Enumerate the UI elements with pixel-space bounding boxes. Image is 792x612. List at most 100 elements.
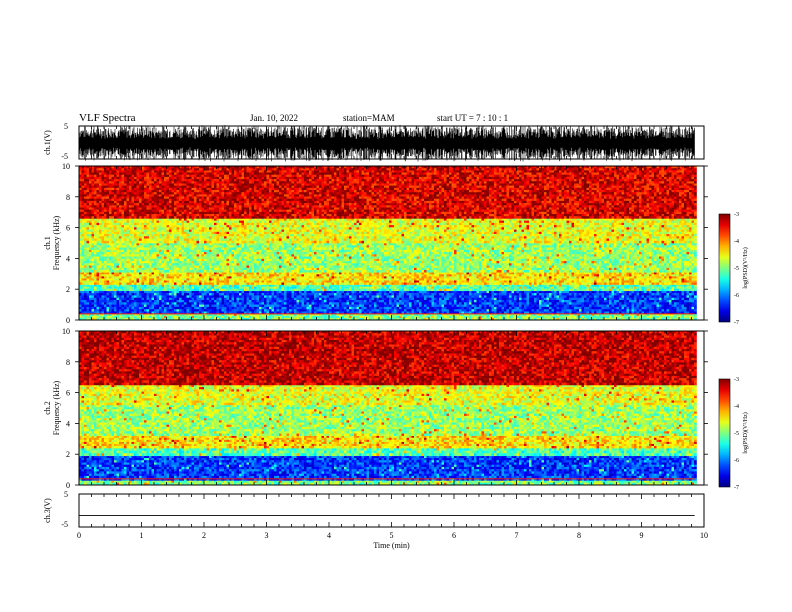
ch1-psd-cell: [634, 287, 637, 289]
ch1-psd-cell: [672, 295, 675, 298]
ch1-psd-cell: [159, 283, 162, 285]
ch1-psd-cell: [487, 293, 490, 296]
ch1-psd-cell: [604, 305, 607, 308]
ch1-psd-cell: [377, 302, 380, 305]
ch1-psd-cell: [462, 293, 465, 296]
ch1-psd-cell: [352, 298, 355, 301]
ch1-psd-cell: [307, 295, 310, 298]
ch1-psd-cell: [274, 309, 277, 312]
ch1-psd-cell: [114, 289, 117, 291]
ch1-psd-cell: [139, 295, 142, 298]
ch1-psd-cell: [84, 287, 87, 289]
ch1-psd-cell: [532, 293, 535, 296]
ch1-psd-cell: [314, 295, 317, 298]
ch1-psd-cell: [307, 307, 310, 310]
ch1-psd-cell: [324, 307, 327, 310]
ch1-psd-cell: [99, 295, 102, 298]
ch1-psd-cell: [237, 307, 240, 310]
ch1-psd-cell: [279, 309, 282, 312]
ch1-psd-cell: [129, 289, 132, 291]
ch1-psd-cell: [677, 298, 680, 301]
ch1-psd-cell: [627, 293, 630, 296]
ch1-psd-cell: [389, 291, 392, 294]
ch1-psd-cell: [254, 274, 257, 276]
ch1-psd-cell: [182, 300, 185, 303]
ch1-psd-cell: [494, 293, 497, 296]
ch1-psd-cell: [537, 307, 540, 310]
ch1-psd-cell: [529, 298, 532, 301]
ch1-psd-cell: [222, 298, 225, 301]
ch1-psd-cell: [397, 293, 400, 296]
ch1-psd-cell: [687, 309, 690, 312]
ch1-psd-cell: [277, 287, 280, 289]
ch1-psd-cell: [207, 278, 210, 280]
ch1-psd-cell: [652, 287, 655, 289]
ch1-psd-cell: [592, 298, 595, 301]
ch1-psd-cell: [382, 309, 385, 312]
ch1-psd-cell: [359, 298, 362, 301]
ch1-psd-cell: [119, 302, 122, 305]
ch1-psd-cell: [487, 305, 490, 308]
ch1-psd-cell: [532, 309, 535, 312]
ch1-psd-cell: [517, 293, 520, 296]
ch1-psd-cell: [467, 293, 470, 296]
ch1-psd-cell: [169, 283, 172, 285]
ch1-psd-cell: [149, 289, 152, 291]
ch1-psd-cell: [462, 300, 465, 303]
ch1-psd-cell: [212, 278, 215, 280]
ch1-psd-cell: [614, 300, 617, 303]
ch1-psd-cell: [347, 291, 350, 294]
ch1-psd-cell: [434, 307, 437, 310]
ch1-psd-cell: [554, 298, 557, 301]
ch1-psd-cell: [359, 302, 362, 305]
ch1-psd-cell: [209, 291, 212, 294]
ch1-psd-cell: [647, 291, 650, 294]
ch1-psd-cell: [99, 274, 102, 276]
ch1-psd-cell: [294, 302, 297, 305]
ch1-psd-cell: [354, 309, 357, 312]
ch1-psd-cell: [159, 298, 162, 301]
ch1-psd-cell: [117, 289, 120, 291]
ch1-psd-cell: [277, 295, 280, 298]
ch1-psd-cell: [694, 291, 697, 294]
ch1-psd-cell: [257, 302, 260, 305]
ch1-psd-cell: [379, 305, 382, 308]
ch1-psd-cell: [614, 298, 617, 301]
ch1-psd-cell: [272, 293, 275, 296]
ch1-psd-cell: [167, 283, 170, 285]
ch1-psd-cell: [112, 295, 115, 298]
ch1-psd-cell: [142, 278, 145, 280]
ch1-psd-cell: [447, 307, 450, 310]
ch1-psd-cell: [139, 289, 142, 291]
ch1-psd-cell: [654, 293, 657, 296]
ch1-psd-cell: [562, 300, 565, 303]
ch1-psd-cell: [607, 298, 610, 301]
ch1-psd-cell: [237, 305, 240, 308]
ch1-psd-cell: [174, 298, 177, 301]
ch1-psd-cell: [477, 309, 480, 312]
ch1-psd-cell: [304, 300, 307, 303]
ch1-psd-cell: [512, 289, 515, 291]
ch1-psd-cell: [192, 278, 195, 280]
ch1-psd-cell: [274, 305, 277, 308]
ch1-psd-cell: [84, 298, 87, 301]
ch1-psd-cell: [464, 289, 467, 291]
ch1-psd-cell: [192, 300, 195, 303]
ch1-psd-cell: [239, 274, 242, 276]
ch1-psd-cell: [574, 302, 577, 305]
ch1-psd-cell: [587, 295, 590, 298]
ch1-psd-cell: [674, 291, 677, 294]
ch1-psd-cell: [389, 309, 392, 312]
ch1-psd-cell: [417, 302, 420, 305]
ch1-psd-cell: [609, 287, 612, 289]
ch1-psd-cell: [142, 298, 145, 301]
ch1-psd-cell: [602, 302, 605, 305]
ch1-psd-cell: [339, 289, 342, 291]
ch1-psd-cell: [209, 287, 212, 289]
ch1-psd-cell: [367, 298, 370, 301]
ch1-psd-cell: [377, 307, 380, 310]
ch1-psd-cell: [149, 283, 152, 285]
ch1-psd-cell: [222, 283, 225, 285]
ch1-psd-cell: [419, 291, 422, 294]
ch1-psd-cell: [602, 305, 605, 308]
